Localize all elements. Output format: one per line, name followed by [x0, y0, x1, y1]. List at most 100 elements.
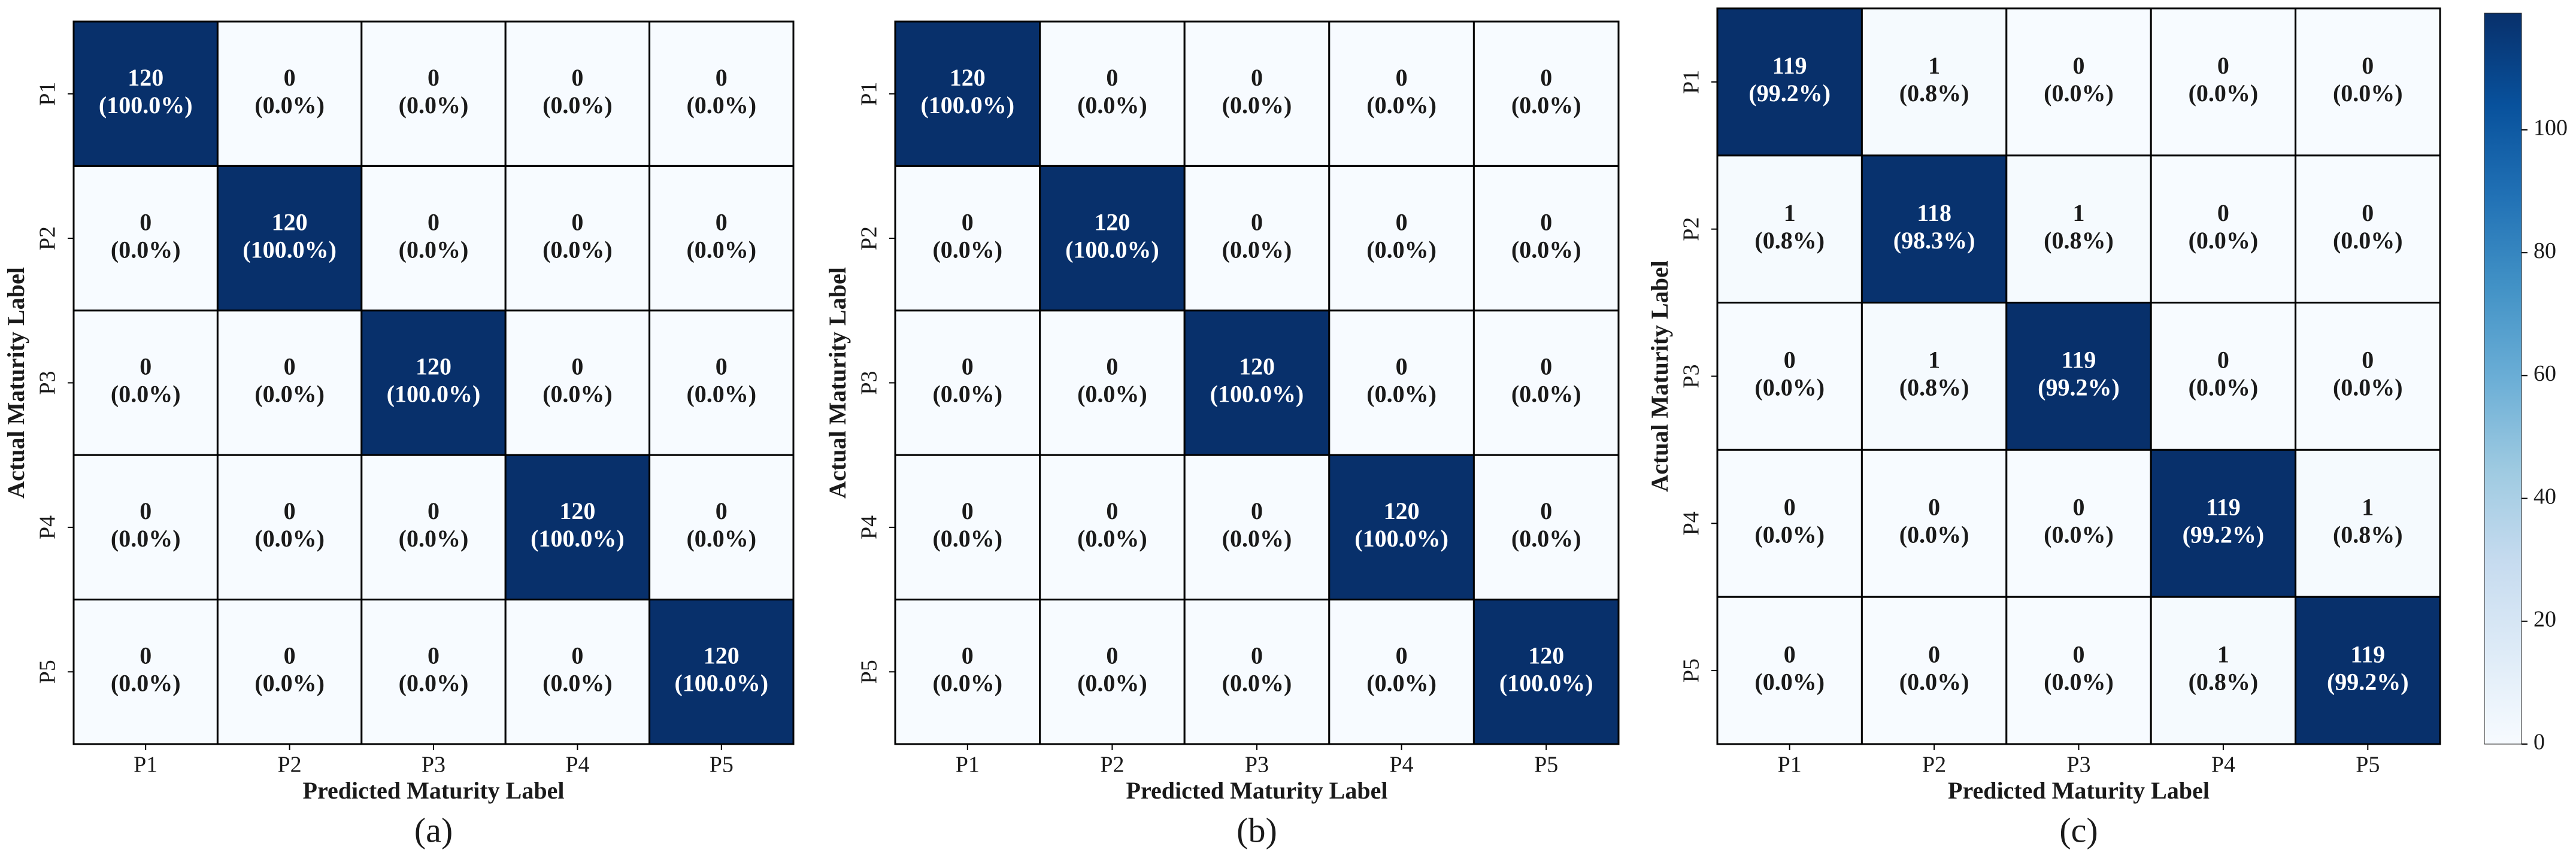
- cell-count: 1: [2073, 199, 2085, 226]
- cell-count: 0: [962, 497, 974, 524]
- heatmap-cell: [648, 20, 795, 167]
- heatmap-cell: [1716, 154, 1863, 304]
- cell-percent: (99.2%): [1748, 80, 1831, 107]
- cell-percent: (99.2%): [2038, 374, 2120, 401]
- cell-percent: (0.0%): [2189, 374, 2259, 401]
- cell-count: 0: [962, 208, 974, 235]
- cell-count: 1: [1928, 52, 1940, 79]
- heatmap-cell: [72, 20, 219, 167]
- cell-count: 0: [2217, 199, 2229, 226]
- cell-count: 120: [704, 642, 740, 669]
- cell-count: 0: [2362, 52, 2374, 79]
- cell-count: 0: [2073, 493, 2085, 520]
- cell-percent: (0.0%): [543, 669, 613, 696]
- cell-percent: (0.0%): [254, 381, 325, 408]
- cell-count: 0: [284, 642, 296, 669]
- heatmap-cell: [1860, 302, 2008, 451]
- heatmap-cell: [1716, 596, 1863, 745]
- cell-count: 0: [1251, 208, 1263, 235]
- heatmap-cell: [360, 454, 507, 601]
- cell-percent: (100.0%): [531, 525, 625, 552]
- y-tick-label: P2: [35, 226, 60, 250]
- cell-count: 118: [1917, 199, 1951, 226]
- cell-percent: (0.0%): [399, 236, 469, 263]
- cell-count: 0: [284, 64, 296, 91]
- cell-count: 0: [428, 64, 440, 91]
- cell-percent: (0.0%): [2189, 80, 2259, 107]
- cell-count: 0: [716, 497, 728, 524]
- cell-percent: (100.0%): [920, 92, 1014, 119]
- cell-count: 120: [416, 353, 451, 380]
- cell-count: 120: [1528, 642, 1564, 669]
- y-tick-label: P1: [35, 82, 60, 106]
- cell-count: 120: [1384, 497, 1420, 524]
- heatmap-cell: [648, 454, 795, 601]
- cell-percent: (0.0%): [1222, 92, 1292, 119]
- cell-count: 0: [716, 208, 728, 235]
- heatmap-cell: [1716, 302, 1863, 451]
- x-tick-label: P2: [278, 752, 302, 778]
- heatmap-cell: [216, 454, 363, 601]
- cell-percent: (0.0%): [2044, 80, 2114, 107]
- cell-percent: (100.0%): [1065, 236, 1159, 263]
- cell-percent: (0.0%): [1222, 525, 1292, 552]
- heatmap-cell: [1183, 454, 1331, 601]
- cell-percent: (0.0%): [686, 381, 756, 408]
- cell-percent: (0.0%): [399, 669, 469, 696]
- heatmap-cell: [1183, 599, 1331, 745]
- cell-count: 120: [950, 64, 986, 91]
- x-tick-label: P5: [710, 752, 734, 778]
- cell-percent: (0.0%): [1754, 668, 1825, 695]
- cell-count: 0: [428, 208, 440, 235]
- cell-percent: (0.0%): [1899, 521, 1969, 548]
- heatmap-cell: [1328, 309, 1475, 456]
- colorbar-tick-label: 60: [2533, 361, 2556, 386]
- cell-percent: (100.0%): [99, 92, 193, 119]
- cell-percent: (0.0%): [2044, 668, 2114, 695]
- heatmap-cell: [1183, 309, 1331, 456]
- cell-count: 0: [140, 497, 151, 524]
- cell-percent: (0.0%): [1222, 669, 1292, 696]
- cell-percent: (0.0%): [1899, 668, 1969, 695]
- cell-percent: (0.0%): [543, 92, 613, 119]
- cell-count: 0: [2217, 347, 2229, 374]
- cell-count: 0: [571, 642, 583, 669]
- cell-count: 0: [1106, 642, 1118, 669]
- cell-count: 0: [716, 353, 728, 380]
- cell-count: 0: [1106, 497, 1118, 524]
- cell-percent: (100.0%): [387, 381, 481, 408]
- cell-count: 119: [1772, 52, 1807, 79]
- cell-percent: (0.0%): [111, 525, 181, 552]
- y-tick-label: P5: [35, 660, 60, 684]
- heatmap-cell: [1039, 309, 1186, 456]
- cell-percent: (0.0%): [1077, 669, 1147, 696]
- cell-percent: (100.0%): [1210, 381, 1304, 408]
- cell-percent: (0.0%): [254, 669, 325, 696]
- cell-percent: (0.8%): [2044, 227, 2114, 254]
- heatmap-cell: [1328, 20, 1475, 167]
- cell-count: 0: [962, 642, 974, 669]
- cell-percent: (0.0%): [2189, 227, 2259, 254]
- cell-count: 0: [1251, 497, 1263, 524]
- cell-percent: (0.0%): [2044, 521, 2114, 548]
- heatmap-cell: [216, 309, 363, 456]
- cell-count: 0: [571, 208, 583, 235]
- cell-count: 119: [2206, 493, 2241, 520]
- cell-count: 0: [140, 208, 151, 235]
- cell-count: 0: [1106, 353, 1118, 380]
- heatmap-cell: [2005, 302, 2152, 451]
- cell-count: 1: [1928, 347, 1940, 374]
- cell-count: 0: [962, 353, 974, 380]
- heatmap-cell: [1328, 454, 1475, 601]
- cell-count: 1: [2217, 641, 2229, 667]
- cell-count: 119: [2062, 347, 2096, 374]
- cell-percent: (0.0%): [932, 525, 1002, 552]
- heatmap-cell: [2295, 596, 2441, 745]
- cell-percent: (0.0%): [932, 236, 1002, 263]
- cell-count: 0: [1784, 493, 1796, 520]
- heatmap-cell: [504, 454, 651, 601]
- cell-percent: (0.0%): [1366, 92, 1437, 119]
- colorbar-tick-label: 40: [2533, 484, 2556, 509]
